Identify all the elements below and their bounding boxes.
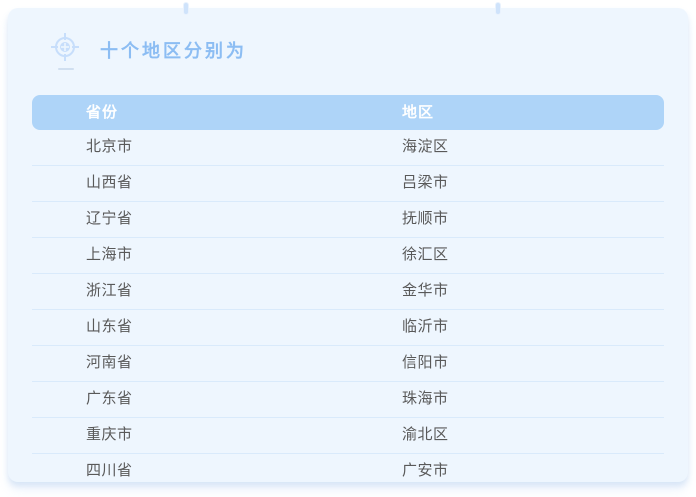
cell-region: 信阳市 — [402, 354, 449, 371]
table-row: 重庆市 渝北区 — [32, 417, 664, 453]
cell-province: 北京市 — [86, 138, 133, 155]
table-row: 上海市 徐汇区 — [32, 237, 664, 273]
region-list-card: 十个地区分别为 省份 地区 北京市 海淀区 山西省 吕梁市 辽宁省 抚顺市 上海… — [8, 8, 688, 482]
cell-province: 广东省 — [86, 390, 133, 407]
cell-province: 浙江省 — [86, 282, 133, 299]
table-row: 河南省 信阳市 — [32, 345, 664, 381]
column-header-province: 省份 — [86, 104, 119, 121]
cell-province: 上海市 — [86, 246, 133, 263]
cell-province: 山东省 — [86, 318, 133, 335]
column-header-region: 地区 — [402, 104, 435, 121]
cell-region: 徐汇区 — [402, 246, 449, 263]
table-row: 四川省 广安市 — [32, 453, 664, 489]
cell-region: 珠海市 — [402, 390, 449, 407]
cell-region: 临沂市 — [402, 318, 449, 335]
card-title-row: 十个地区分别为 — [8, 8, 688, 95]
cell-region: 海淀区 — [402, 138, 449, 155]
cell-region: 渝北区 — [402, 426, 449, 443]
cell-region: 吕梁市 — [402, 174, 449, 191]
table-header-row: 省份 地区 — [32, 95, 664, 130]
cell-province: 辽宁省 — [86, 210, 133, 227]
cell-province: 重庆市 — [86, 426, 133, 443]
cell-province: 四川省 — [86, 462, 133, 479]
cell-region: 抚顺市 — [402, 210, 449, 227]
table-row: 辽宁省 抚顺市 — [32, 201, 664, 237]
icon-caption-mark — [58, 68, 74, 70]
table-row: 山东省 临沂市 — [32, 309, 664, 345]
page-title: 十个地区分别为 — [100, 41, 247, 61]
table-row: 广东省 珠海市 — [32, 381, 664, 417]
table-row: 浙江省 金华市 — [32, 273, 664, 309]
cell-region: 广安市 — [402, 462, 449, 479]
table-row: 山西省 吕梁市 — [32, 165, 664, 201]
cell-province: 河南省 — [86, 354, 133, 371]
cell-region: 金华市 — [402, 282, 449, 299]
top-scroll-notch-right[interactable] — [495, 2, 501, 15]
cell-province: 山西省 — [86, 174, 133, 191]
crosshair-target-icon — [51, 33, 79, 61]
table-row: 北京市 海淀区 — [32, 130, 664, 165]
top-scroll-notch-left[interactable] — [183, 2, 189, 15]
region-table: 省份 地区 北京市 海淀区 山西省 吕梁市 辽宁省 抚顺市 上海市 徐汇区 浙江… — [32, 95, 664, 489]
